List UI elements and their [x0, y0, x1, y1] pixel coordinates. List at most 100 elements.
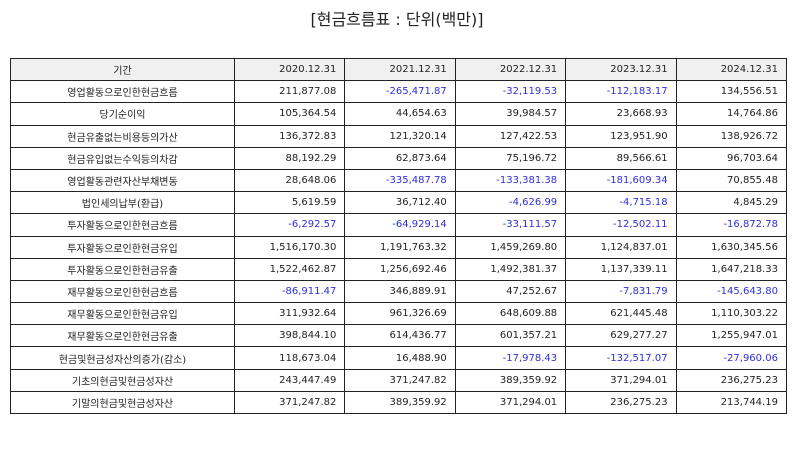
value-cell: 138,926.72 — [675, 124, 787, 148]
value-cell: -4,715.18 — [565, 191, 677, 215]
row-label: 재무활동으로인한현금유입 — [10, 302, 235, 326]
value-cell: 1,137,339.11 — [565, 257, 677, 281]
table-row: 현금및현금성자산의증가(감소) 118,673.04 16,488.90 -17,97… — [10, 346, 787, 370]
value-cell: 1,492,381.37 — [454, 257, 567, 281]
row-label: 기말의현금및현금성자산 — [10, 390, 235, 415]
row-label: 재무활동으로인한현금유출 — [10, 324, 235, 348]
value-cell: 1,255,947.01 — [675, 324, 787, 348]
value-cell: 127,422.53 — [454, 124, 567, 148]
table-row: 재무활동으로인한현금유출 398,844.10 614,436.77 601,357.… — [10, 324, 787, 348]
value-cell: -12,502.11 — [565, 213, 677, 237]
value-cell: 1,459,269.80 — [454, 235, 567, 259]
column-header-2023: 2023.12.31 — [565, 57, 677, 82]
column-header-period: 기간 — [10, 57, 235, 82]
value-cell: -181,609.34 — [565, 168, 677, 193]
table-row: 재무활동으로인한현금유입 311,932.64 961,326.69 648,609.… — [10, 302, 787, 326]
table-row: 법인세의납부(환급) 5,619.59 36,712.40 -4,626.99 -4,7… — [10, 191, 787, 215]
value-cell: 371,247.82 — [344, 368, 456, 392]
value-cell: 213,744.19 — [675, 390, 787, 415]
value-cell: 1,516,170.30 — [233, 235, 346, 259]
row-label: 현금및현금성자산의증가(감소) — [10, 346, 235, 370]
value-cell: 629,277.27 — [565, 324, 677, 348]
value-cell: -4,626.99 — [454, 191, 567, 215]
column-header-2021: 2021.12.31 — [344, 57, 456, 82]
value-cell: -265,471.87 — [344, 80, 456, 104]
value-cell: -112,183.17 — [565, 80, 677, 104]
value-cell: 961,326.69 — [344, 302, 456, 326]
value-cell: 346,889.91 — [344, 279, 456, 304]
value-cell: 47,252.67 — [454, 279, 567, 304]
table-row: 영업활동관련자산부채변동 28,648.06 -335,487.78 -133,381… — [10, 168, 787, 193]
cash-flow-table: 기간 2020.12.31 2021.12.31 2022.12.31 2023… — [10, 57, 787, 415]
value-cell: -132,517.07 — [565, 346, 677, 370]
value-cell: 36,712.40 — [344, 191, 456, 215]
value-cell: 371,247.82 — [233, 390, 346, 415]
row-label: 영업활동관련자산부채변동 — [10, 168, 235, 193]
page-title: [현금흐름표 : 단위(백만)] — [310, 10, 484, 29]
value-cell: 211,877.08 — [233, 80, 346, 104]
value-cell: 134,556.51 — [675, 80, 787, 104]
column-header-2020: 2020.12.31 — [233, 57, 346, 82]
value-cell: 389,359.92 — [344, 390, 456, 415]
row-label: 영업활동으로인한현금흐름 — [10, 80, 235, 104]
value-cell: 311,932.64 — [233, 302, 346, 326]
value-cell: 44,654.63 — [344, 102, 456, 126]
value-cell: -133,381.38 — [454, 168, 567, 193]
value-cell: 1,124,837.01 — [565, 235, 677, 259]
value-cell: 88,192.29 — [233, 146, 346, 170]
value-cell: 89,566.61 — [565, 146, 677, 170]
value-cell: 4,845.29 — [675, 191, 787, 215]
table-row: 투자활동으로인한현금유출 1,522,462.87 1,256,692.46 1,49… — [10, 257, 787, 281]
value-cell: 14,764.86 — [675, 102, 787, 126]
row-label: 투자활동으로인한현금흐름 — [10, 213, 235, 237]
value-cell: 28,648.06 — [233, 168, 346, 193]
table-row: 기말의현금및현금성자산 371,247.82 389,359.92 371,294.0… — [10, 390, 787, 415]
value-cell: 70,855.48 — [675, 168, 787, 193]
value-cell: 105,364.54 — [233, 102, 346, 126]
value-cell: 16,488.90 — [344, 346, 456, 370]
row-label: 투자활동으로인한현금유입 — [10, 235, 235, 259]
table-row: 현금유입없는수익등의차감 88,192.29 62,873.64 75,196.72 8… — [10, 146, 787, 170]
value-cell: -335,487.78 — [344, 168, 456, 193]
value-cell: 1,256,692.46 — [344, 257, 456, 281]
column-header-2022: 2022.12.31 — [454, 57, 567, 82]
row-label: 현금유출없는비용등의가산 — [10, 124, 235, 148]
row-label: 법인세의납부(환급) — [10, 191, 235, 215]
table-row: 당기순이익 105,364.54 44,654.63 39,984.57 23,668.… — [10, 102, 787, 126]
value-cell: 118,673.04 — [233, 346, 346, 370]
value-cell: 371,294.01 — [454, 390, 567, 415]
value-cell: 23,668.93 — [565, 102, 677, 126]
table-row: 현금유출없는비용등의가산 136,372.83 121,320.14 127,422.… — [10, 124, 787, 148]
value-cell: 62,873.64 — [344, 146, 456, 170]
row-label: 기초의현금및현금성자산 — [10, 368, 235, 392]
value-cell: 1,110,303.22 — [675, 302, 787, 326]
value-cell: -32,119.53 — [454, 80, 567, 104]
row-label: 투자활동으로인한현금유출 — [10, 257, 235, 281]
value-cell: 1,191,763.32 — [344, 235, 456, 259]
value-cell: 614,436.77 — [344, 324, 456, 348]
value-cell: -64,929.14 — [344, 213, 456, 237]
value-cell: -86,911.47 — [233, 279, 346, 304]
value-cell: 1,630,345.56 — [675, 235, 787, 259]
table-header-row: 기간 2020.12.31 2021.12.31 2022.12.31 2023… — [10, 57, 787, 82]
value-cell: 1,647,218.33 — [675, 257, 787, 281]
value-cell: -16,872.78 — [675, 213, 787, 237]
table-row: 투자활동으로인한현금유입 1,516,170.30 1,191,763.32 1,45… — [10, 235, 787, 259]
value-cell: 75,196.72 — [454, 146, 567, 170]
table-body: 영업활동으로인한현금흐름 211,877.08 -265,471.87 -32,119… — [10, 80, 787, 415]
value-cell: 39,984.57 — [454, 102, 567, 126]
table-row: 재무활동으로인한현금흐름 -86,911.47 346,889.91 47,252.6… — [10, 279, 787, 304]
row-label: 현금유입없는수익등의차감 — [10, 146, 235, 170]
value-cell: 601,357.21 — [454, 324, 567, 348]
table-row: 영업활동으로인한현금흐름 211,877.08 -265,471.87 -32,119… — [10, 80, 787, 104]
column-header-2024: 2024.12.31 — [675, 57, 787, 82]
value-cell: -145,643.80 — [675, 279, 787, 304]
value-cell: 398,844.10 — [233, 324, 346, 348]
row-label: 재무활동으로인한현금흐름 — [10, 279, 235, 304]
table-row: 투자활동으로인한현금흐름 -6,292.57 -64,929.14 -33,111.5… — [10, 213, 787, 237]
value-cell: -7,831.79 — [565, 279, 677, 304]
value-cell: 243,447.49 — [233, 368, 346, 392]
value-cell: 371,294.01 — [565, 368, 677, 392]
value-cell: 123,951.90 — [565, 124, 677, 148]
